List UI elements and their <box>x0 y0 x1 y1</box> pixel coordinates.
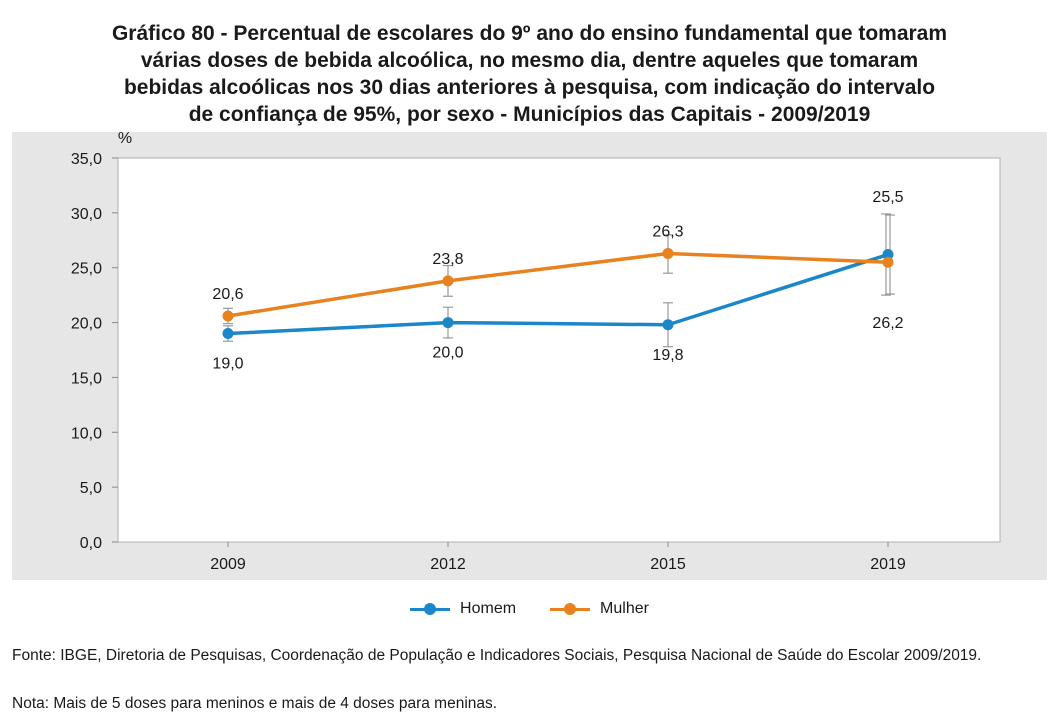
data-point-homem <box>662 319 674 331</box>
data-point-mulher <box>882 256 894 268</box>
plot-area <box>117 157 1001 543</box>
data-point-mulher <box>662 247 674 259</box>
line-chart: % 0,0 5,0 10,0 15,0 20,0 25,0 30,0 35,0 2009 2012 2… <box>71 130 1001 573</box>
series-line-mulher <box>227 251 889 318</box>
legend-dot-mulher <box>564 603 577 615</box>
legend-label-homem: Homem <box>460 600 517 617</box>
x-tick-label: 2009 <box>210 556 246 573</box>
data-label-homem: 20,0 <box>432 345 463 362</box>
y-tick-label: 30,0 <box>71 206 102 223</box>
data-label-mulher: 25,5 <box>872 189 903 206</box>
source-note: Fonte: IBGE, Diretoria de Pesquisas, Coo… <box>12 647 982 664</box>
y-tick-label: 0,0 <box>80 535 102 552</box>
data-label-homem: 19,0 <box>212 356 243 373</box>
y-tick-label: 15,0 <box>71 370 102 387</box>
legend-dot-homem <box>424 603 437 615</box>
chart-title-line: várias doses de bebida alcoólica, no mes… <box>140 49 919 72</box>
x-tick-label: 2019 <box>870 556 906 573</box>
data-label-mulher: 23,8 <box>432 251 463 268</box>
chart-title-line: de confiança de 95%, por sexo - Municípi… <box>188 103 871 126</box>
y-tick-label: 20,0 <box>71 316 102 333</box>
x-tick-label: 2015 <box>650 556 686 573</box>
legend-swatch-mulher <box>550 602 591 616</box>
data-label-homem: 26,2 <box>872 315 903 332</box>
legend-label-mulher: Mulher <box>600 600 649 617</box>
data-point-homem <box>222 328 234 340</box>
y-tick-label: 25,0 <box>71 261 102 278</box>
x-tick-label: 2012 <box>430 556 466 573</box>
data-point-mulher <box>222 310 234 322</box>
y-tick-label: 10,0 <box>71 425 102 442</box>
data-label-homem: 19,8 <box>652 347 683 364</box>
chart-title-line: bebidas alcoólicas nos 30 dias anteriore… <box>123 76 936 99</box>
data-point-mulher <box>442 275 454 287</box>
data-label-mulher: 20,6 <box>212 286 243 303</box>
data-label-mulher: 26,3 <box>652 223 683 240</box>
legend-item-mulher: Mulher <box>550 600 649 618</box>
chart-title: Gráfico 80 - Percentual de escolares do … <box>20 20 1039 128</box>
footnote: Nota: Mais de 5 doses para meninos e mai… <box>12 695 498 712</box>
legend-swatch-homem <box>410 602 451 616</box>
chart-legend: Homem Mulher <box>0 600 1059 618</box>
series-line-homem <box>227 252 889 336</box>
legend-item-homem: Homem <box>410 600 516 618</box>
y-tick-label: 5,0 <box>80 480 102 497</box>
y-axis-label: % <box>118 130 132 147</box>
chart-title-line: Gráfico 80 - Percentual de escolares do … <box>111 22 948 45</box>
data-point-homem <box>442 317 454 329</box>
y-tick-label: 35,0 <box>71 151 102 168</box>
data-point-homem <box>882 249 894 261</box>
